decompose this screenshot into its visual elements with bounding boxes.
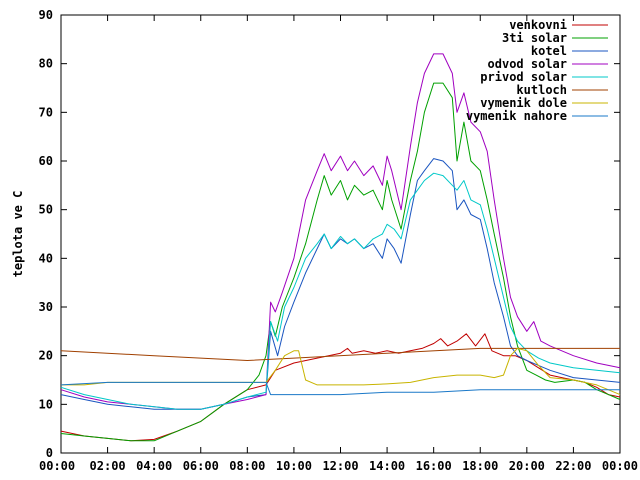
y-tick-label: 0 [46, 446, 53, 460]
x-tick-label: 14:00 [369, 459, 405, 473]
x-tick-label: 12:00 [322, 459, 358, 473]
y-tick-label: 90 [39, 8, 53, 22]
x-axis-ticks: 00:00 02:00 04:00 06:00 08:00 10:00 12:00 14:00… [39, 15, 638, 473]
legend-label: venkovni [509, 18, 567, 32]
legend-label: vymenik nahore [466, 109, 567, 123]
x-tick-label: 10:00 [276, 459, 312, 473]
x-tick-label: 00:00 [602, 459, 638, 473]
x-tick-label: 16:00 [416, 459, 452, 473]
legend-label: kutloch [516, 83, 567, 97]
y-tick-label: 80 [39, 57, 53, 71]
plot-frame [60, 14, 621, 454]
legend-label: privod solar [480, 70, 567, 84]
y-tick-label: 50 [39, 203, 53, 217]
y-tick-label: 70 [39, 105, 53, 119]
y-axis-ticks: 0 10 20 30 40 50 60 70 80 90 [39, 8, 620, 460]
y-tick-label: 10 [39, 397, 53, 411]
series-line-odvod-solar [60, 53, 621, 410]
legend-label: vymenik dole [480, 96, 567, 110]
x-tick-label: 04:00 [136, 459, 172, 473]
x-tick-label: 02:00 [90, 459, 126, 473]
series-line-privod-solar [60, 172, 621, 410]
y-tick-label: 60 [39, 154, 53, 168]
x-tick-label: 00:00 [39, 459, 75, 473]
x-tick-label: 18:00 [462, 459, 498, 473]
x-tick-label: 22:00 [555, 459, 591, 473]
legend-label: 3ti solar [502, 31, 567, 45]
legend-label: odvod solar [488, 57, 567, 71]
series-layer [60, 53, 621, 442]
legend-label: kotel [531, 44, 567, 58]
x-tick-label: 06:00 [183, 459, 219, 473]
y-axis-label: teplota ve C [11, 191, 25, 278]
x-tick-label: 08:00 [229, 459, 265, 473]
y-tick-label: 30 [39, 300, 53, 314]
y-tick-label: 20 [39, 349, 53, 363]
x-tick-label: 20:00 [509, 459, 545, 473]
y-tick-label: 40 [39, 251, 53, 265]
series-line-vymenik-nahore [60, 381, 620, 396]
